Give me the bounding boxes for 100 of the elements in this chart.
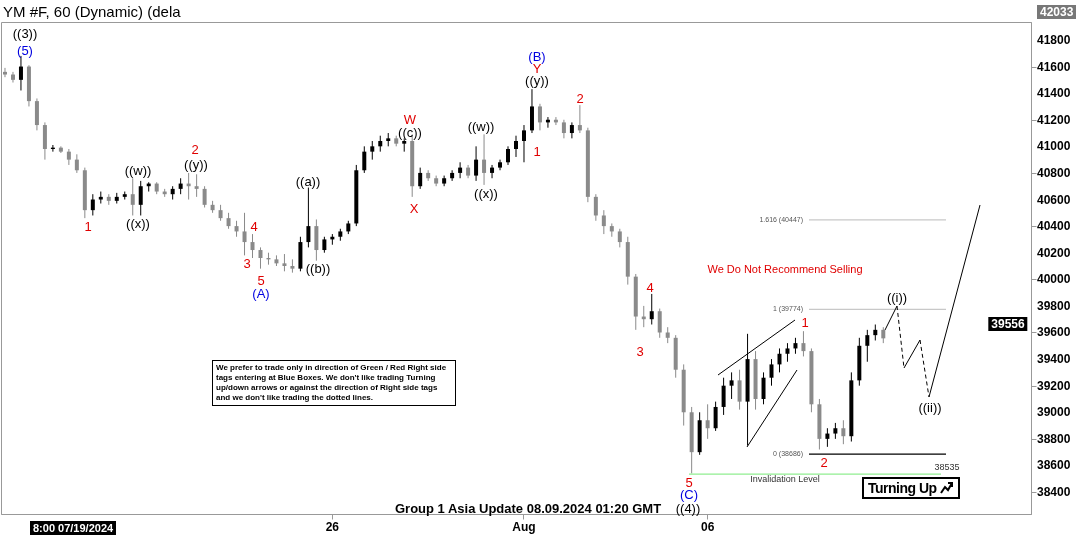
candlestick (777, 347, 782, 373)
candlestick (90, 193, 95, 216)
annotation: ((w)) (467, 118, 495, 134)
annotation: Turning Up (868, 480, 937, 496)
candlestick (761, 371, 766, 405)
candlestick (42, 121, 47, 161)
x-tick-label: 26 (325, 519, 340, 534)
x-tick-label: Aug (512, 519, 536, 534)
annotation: 2 (576, 90, 584, 106)
y-tick-label: 39600 (1037, 325, 1071, 340)
candlestick (705, 403, 710, 440)
candlestick (841, 419, 846, 445)
y-tick-label: 40800 (1037, 165, 1071, 180)
annotation: 1 (533, 143, 541, 159)
annotation: We prefer to trade only in direction of Green / Red Right side tags entering at Blue Boxes. We don't like trading Turning up/down arrows or against the direction of Right side tags and we don't like trading the dotted lines. (216, 363, 447, 402)
candlestick (769, 358, 774, 387)
annotation: 4 (250, 218, 258, 234)
y-tick-label: 40600 (1037, 192, 1071, 207)
candlestick (785, 342, 790, 363)
annotation: 1 (84, 218, 92, 234)
text: 8:00 07/19/2024 (33, 522, 114, 534)
annotation: ((3)) (12, 25, 38, 41)
candlestick (474, 145, 479, 182)
candlestick (34, 97, 39, 131)
y-tick-label: 40200 (1037, 245, 1071, 260)
candlestick (593, 193, 598, 222)
annotation: ((x)) (474, 185, 498, 201)
chart-title: YM #F, 60 (Dynamic) (dela (3, 3, 182, 20)
y-tick-label: 39400 (1037, 352, 1071, 367)
candlestick (314, 218, 319, 262)
y-tick-label: 40400 (1037, 219, 1071, 234)
ref-line-label: 38535 (934, 462, 960, 473)
annotation: ((i)) (886, 289, 908, 305)
candlestick (66, 148, 71, 166)
candlestick (537, 103, 542, 131)
candlestick (825, 427, 830, 448)
candlestick (74, 153, 79, 174)
annotation: 39556 (991, 317, 1025, 331)
candlestick (529, 88, 534, 134)
y-tick-label: 39800 (1037, 298, 1071, 313)
annotation: ((ii)) (918, 399, 942, 415)
text: 42033 (1040, 5, 1074, 19)
candlestick (194, 173, 199, 198)
annotation: 2 (191, 141, 199, 157)
candlestick (617, 228, 622, 248)
annotation: 3 (243, 255, 251, 271)
annotation: 4 (646, 279, 654, 295)
candlestick (729, 371, 734, 400)
y-tick-label: 41000 (1037, 139, 1071, 154)
annotation: Invalidation Level (750, 474, 820, 484)
annotation: ((a)) (295, 173, 321, 189)
annotation: ((w)) (124, 162, 152, 178)
y-tick-label: 39000 (1037, 405, 1071, 420)
candlestick (561, 119, 566, 139)
candlestick (657, 308, 662, 339)
annotation: (5) (17, 42, 33, 58)
candlestick (250, 233, 255, 259)
annotation: W (403, 111, 417, 127)
y-tick-label: 41800 (1037, 32, 1071, 47)
annotation: X (409, 200, 419, 216)
candlestick (801, 330, 806, 357)
candlestick (138, 180, 143, 216)
y-tick-label: 41400 (1037, 86, 1071, 101)
y-tick-label: 38400 (1037, 485, 1071, 500)
candlestick (521, 124, 526, 163)
y-tick-label: 41200 (1037, 112, 1071, 127)
candlestick (514, 135, 518, 158)
candlestick (258, 246, 263, 270)
annotation: ((b)) (305, 260, 331, 276)
y-tick-label: 39200 (1037, 378, 1071, 393)
candlestick (362, 145, 367, 174)
candlestick (490, 164, 495, 179)
annotation: ((y)) (525, 72, 549, 88)
candlestick (721, 377, 726, 416)
candlestick (737, 369, 742, 411)
candlestick (130, 177, 135, 216)
candlestick (458, 161, 463, 179)
annotation: ((x)) (126, 215, 150, 231)
candlestick (2, 67, 7, 78)
candlestick (306, 187, 311, 248)
annotation: ((y)) (184, 156, 208, 172)
y-tick-label: 41600 (1037, 59, 1071, 74)
candlestick (450, 169, 455, 182)
candlestick (482, 133, 487, 186)
candlestick (242, 212, 247, 256)
annotation: 3 (636, 343, 644, 359)
candlestick (10, 71, 15, 83)
candlestick (506, 145, 511, 166)
annotation: 2 (820, 454, 828, 470)
candlestick (569, 121, 574, 139)
annotation: (A) (252, 285, 270, 301)
candlestick (865, 329, 870, 363)
candlestick (418, 167, 423, 190)
candlestick (713, 401, 718, 432)
candlestick (202, 185, 207, 208)
y-tick-label: 38600 (1037, 458, 1071, 473)
annotation: 5 (257, 272, 265, 288)
annotation: 1 (801, 314, 809, 330)
candlestick (370, 140, 375, 161)
candlestick (601, 209, 606, 235)
